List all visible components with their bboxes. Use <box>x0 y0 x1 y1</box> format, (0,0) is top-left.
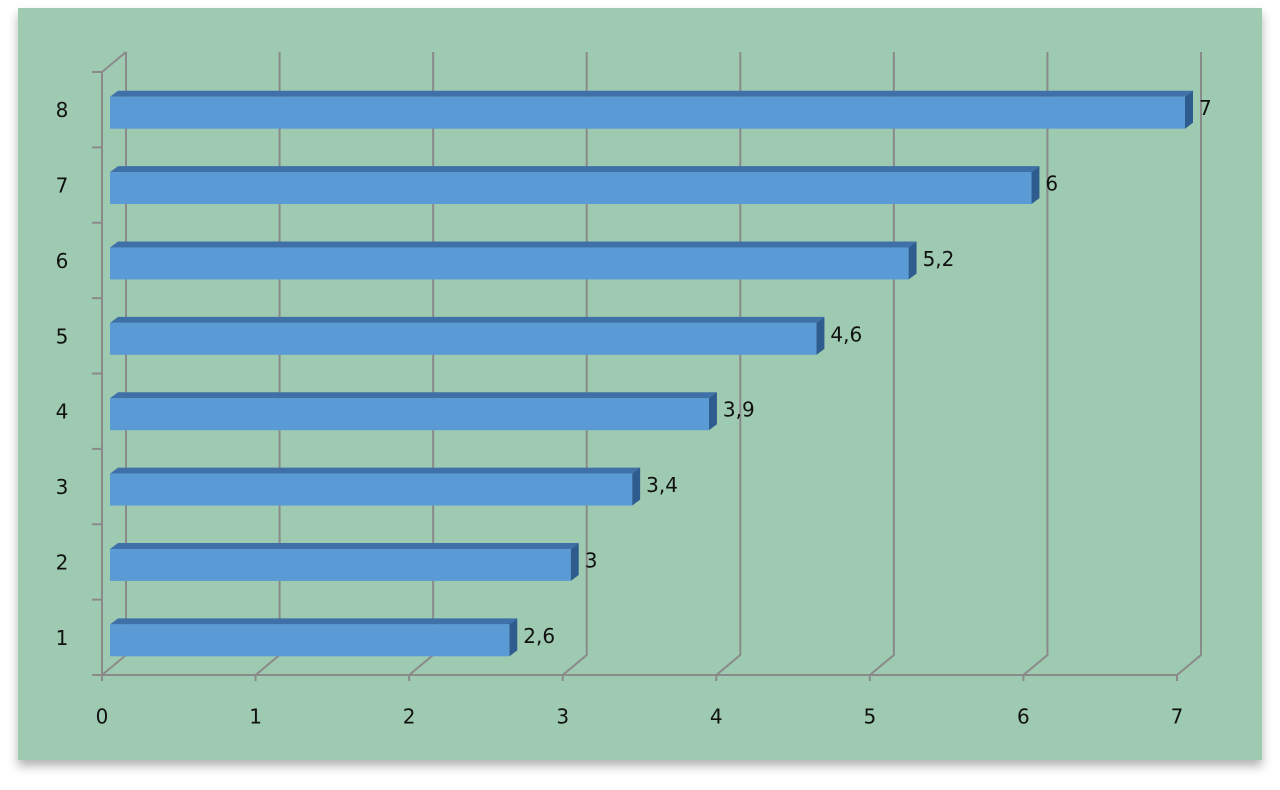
x-tick-label: 2 <box>403 705 416 729</box>
x-tick-label: 3 <box>556 705 569 729</box>
bar-top <box>110 90 1193 97</box>
y-tick-label: 8 <box>56 98 69 122</box>
bar-front <box>110 548 571 581</box>
y-tick-label: 4 <box>56 400 69 424</box>
bar <box>110 166 1040 205</box>
bar <box>110 90 1193 129</box>
value-label: 3,4 <box>646 473 678 497</box>
y-tick-label: 3 <box>56 475 69 499</box>
bar-end <box>632 467 641 506</box>
y-tick-label: 2 <box>56 550 69 574</box>
x-tick-label: 0 <box>96 705 109 729</box>
bar <box>110 618 518 657</box>
value-label: 6 <box>1045 172 1058 196</box>
y-tick-label: 7 <box>56 174 69 198</box>
bar <box>110 241 917 280</box>
bar-top <box>110 166 1040 173</box>
bar-top <box>110 316 825 323</box>
bar-front <box>110 172 1032 205</box>
grid-line <box>1022 52 1049 676</box>
bar <box>110 467 641 506</box>
grid-line <box>1176 52 1202 676</box>
bar-top <box>110 392 717 399</box>
bar-front <box>110 398 709 431</box>
x-tick-label: 7 <box>1171 705 1184 729</box>
bar-end <box>570 542 579 581</box>
bar-front <box>110 247 909 280</box>
value-label: 3 <box>585 548 598 572</box>
value-label: 5,2 <box>923 247 955 271</box>
bar-end <box>509 618 518 657</box>
bar <box>110 392 717 431</box>
bar-top <box>110 618 518 625</box>
bar-front <box>110 624 510 657</box>
y-tick-label: 6 <box>56 249 69 273</box>
bar-end <box>1031 166 1040 205</box>
bar-end <box>816 316 825 355</box>
bar-front <box>110 96 1185 129</box>
bar-top <box>110 241 917 248</box>
value-label: 7 <box>1199 96 1212 120</box>
bar-end <box>1185 90 1193 129</box>
value-label: 3,9 <box>723 398 755 422</box>
x-tick-label: 1 <box>249 705 262 729</box>
bar-front <box>110 322 817 355</box>
bar-end <box>908 241 917 280</box>
bar <box>110 316 825 355</box>
plot-area: 0 1 2 3 4 5 6 7 1 2,6 2 3 3 3,4 4 3,9 5 4,6 6 5,2 7 6 8 7 <box>56 51 1212 729</box>
bar-top <box>110 542 579 549</box>
left-wall-top <box>101 51 127 73</box>
bar-front <box>110 473 633 506</box>
y-tick-label: 5 <box>56 324 69 348</box>
x-tick-label: 4 <box>710 705 723 729</box>
x-tick-label: 5 <box>863 705 876 729</box>
value-label: 2,6 <box>523 624 555 648</box>
y-tick-label: 1 <box>56 626 69 650</box>
bar <box>110 542 579 581</box>
bar-end <box>708 392 717 431</box>
bar-top <box>110 467 641 474</box>
x-tick-label: 6 <box>1017 705 1030 729</box>
value-label: 4,6 <box>830 322 862 346</box>
